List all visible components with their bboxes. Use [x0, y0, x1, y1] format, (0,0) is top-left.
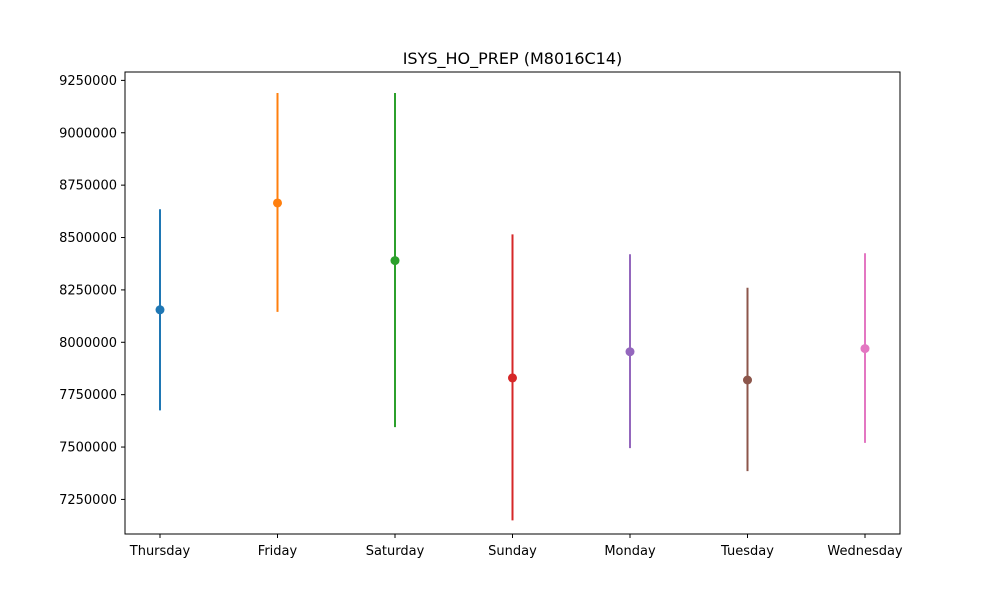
mean-point-saturday: [390, 256, 400, 266]
y-tick-label: 9000000: [59, 126, 117, 141]
axes-layer: 7250000 7500000 7750000 8000000 8250000 85000…: [59, 74, 903, 559]
mean-point-sunday: [508, 373, 517, 383]
y-tick-label: 7750000: [59, 388, 117, 403]
x-tick-label: Tuesday: [720, 544, 774, 559]
mean-point-monday: [625, 347, 635, 357]
x-tick-label: Sunday: [488, 544, 537, 559]
mean-point-wednesday: [860, 344, 870, 354]
y-tick-label: 9250000: [59, 74, 117, 89]
y-tick-label: 7250000: [59, 493, 117, 508]
y-tick-label: 8750000: [59, 179, 117, 194]
mean-point-friday: [273, 198, 282, 208]
mean-point-tuesday: [743, 375, 752, 385]
x-tick-label: Friday: [258, 544, 298, 559]
x-tick-label: Thursday: [129, 544, 191, 559]
y-tick-label: 8000000: [59, 336, 117, 351]
x-tick-label: Saturday: [366, 544, 425, 559]
y-tick-label: 8250000: [59, 283, 117, 298]
mean-point-thursday: [155, 305, 165, 315]
plot-frame: [124, 71, 901, 535]
y-tick-label: 7500000: [59, 441, 117, 456]
x-tick-label: Monday: [604, 544, 656, 559]
x-tick-label: Wednesday: [827, 544, 903, 559]
marks-layer: [155, 92, 870, 521]
y-tick-label: 8500000: [59, 231, 117, 246]
chart-title: ISYS_HO_PREP (M8016C14): [403, 49, 623, 69]
